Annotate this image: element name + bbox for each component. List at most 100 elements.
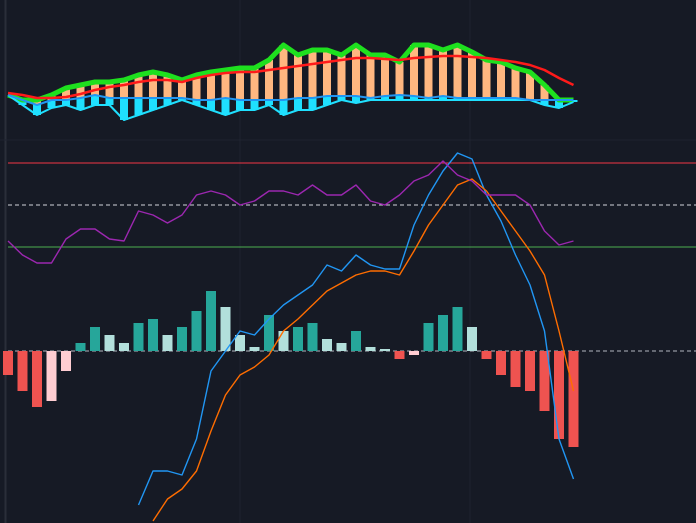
lower-bar	[294, 98, 302, 110]
upper-bar	[120, 80, 128, 98]
histogram-bar	[452, 307, 463, 351]
histogram-bar	[351, 331, 361, 351]
upper-bar	[410, 45, 418, 96]
histogram-bar	[220, 307, 231, 351]
lower-bar	[323, 96, 331, 105]
upper-bar	[424, 45, 433, 98]
upper-bar	[352, 45, 360, 96]
upper-bar	[279, 45, 288, 100]
histogram-bar	[394, 351, 405, 359]
histogram-bar	[119, 343, 129, 351]
upper-bar	[323, 50, 331, 96]
lower-bar	[221, 98, 230, 115]
lower-bar	[192, 100, 201, 105]
upper-bar	[439, 50, 447, 96]
histogram-bar	[90, 327, 100, 351]
lower-bar	[76, 98, 85, 110]
upper-bar	[62, 88, 70, 100]
histogram-bar	[264, 315, 274, 351]
upper-bar	[511, 68, 520, 98]
histogram-bar	[554, 351, 564, 439]
lower-bar	[279, 100, 288, 115]
lower-bar	[149, 98, 157, 110]
upper-bar	[105, 82, 114, 98]
indicator-line	[7, 160, 574, 264]
histogram-bar	[365, 347, 376, 351]
histogram-bar	[249, 347, 260, 351]
upper-bar	[236, 68, 244, 100]
upper-bar	[178, 80, 186, 98]
histogram-bar	[322, 339, 332, 351]
upper-bar	[265, 60, 273, 100]
upper-bar	[395, 62, 404, 95]
histogram-bar	[177, 327, 187, 351]
upper-bar	[482, 60, 491, 98]
upper-bar	[526, 72, 534, 100]
lower-bar	[308, 98, 317, 110]
upper-bar	[540, 85, 549, 100]
average-line	[7, 54, 575, 100]
histogram-bar	[46, 351, 57, 401]
indicator-line	[152, 178, 575, 522]
lower-bar	[163, 98, 172, 105]
histogram-bar	[467, 327, 477, 351]
histogram-bar	[61, 351, 71, 371]
lower-bar	[352, 96, 360, 103]
upper-bar	[134, 75, 143, 98]
histogram-bar	[278, 331, 289, 351]
histogram-bar	[336, 343, 347, 351]
upper-bar	[453, 45, 462, 98]
histogram-bar	[206, 291, 216, 351]
lower-bar	[236, 100, 244, 110]
histogram-bar	[525, 351, 535, 391]
histogram-bar	[17, 351, 28, 391]
histogram-bar	[293, 327, 303, 351]
histogram-bar	[307, 323, 318, 351]
lower-bar	[207, 100, 215, 110]
lower-bar	[134, 98, 143, 115]
lower-bar	[381, 96, 389, 100]
lower-bar	[120, 98, 128, 120]
lower-bar	[47, 100, 56, 108]
lower-bar	[410, 96, 418, 100]
histogram-bar	[423, 323, 434, 351]
upper-bar	[76, 85, 85, 98]
histogram-bar	[380, 349, 390, 351]
histogram-bar	[496, 351, 506, 375]
histogram-bar	[3, 351, 13, 375]
histogram-bar	[32, 351, 42, 407]
lower-bar	[337, 96, 346, 100]
histogram-bar	[438, 315, 448, 351]
upper-bar	[497, 62, 505, 98]
histogram-bar	[133, 323, 144, 351]
upper-bar	[294, 55, 302, 98]
mid-line	[7, 94, 574, 106]
lower-bar	[265, 100, 273, 105]
upper-bar	[207, 72, 215, 100]
histogram-bar	[191, 311, 202, 351]
upper-bar	[91, 82, 99, 95]
lower-bar	[555, 100, 563, 108]
upper-bar	[381, 55, 389, 96]
histogram-bar	[409, 351, 419, 355]
upper-bar	[192, 75, 201, 100]
histogram-bar	[75, 343, 86, 351]
histogram-bar	[148, 319, 158, 351]
histogram-bar	[235, 335, 245, 351]
lower-bar	[250, 100, 259, 110]
lower-line	[7, 94, 574, 121]
lower-bar	[105, 98, 114, 105]
histogram-bar	[568, 351, 579, 447]
lower-bar	[395, 95, 404, 100]
upper-bar	[163, 75, 172, 98]
histogram-bar	[104, 335, 115, 351]
upper-bar	[221, 70, 230, 98]
histogram-bar	[481, 351, 492, 359]
upper-bar	[337, 55, 346, 96]
lower-bar	[62, 100, 70, 105]
lower-bar	[33, 105, 41, 115]
lower-bar	[540, 100, 549, 105]
